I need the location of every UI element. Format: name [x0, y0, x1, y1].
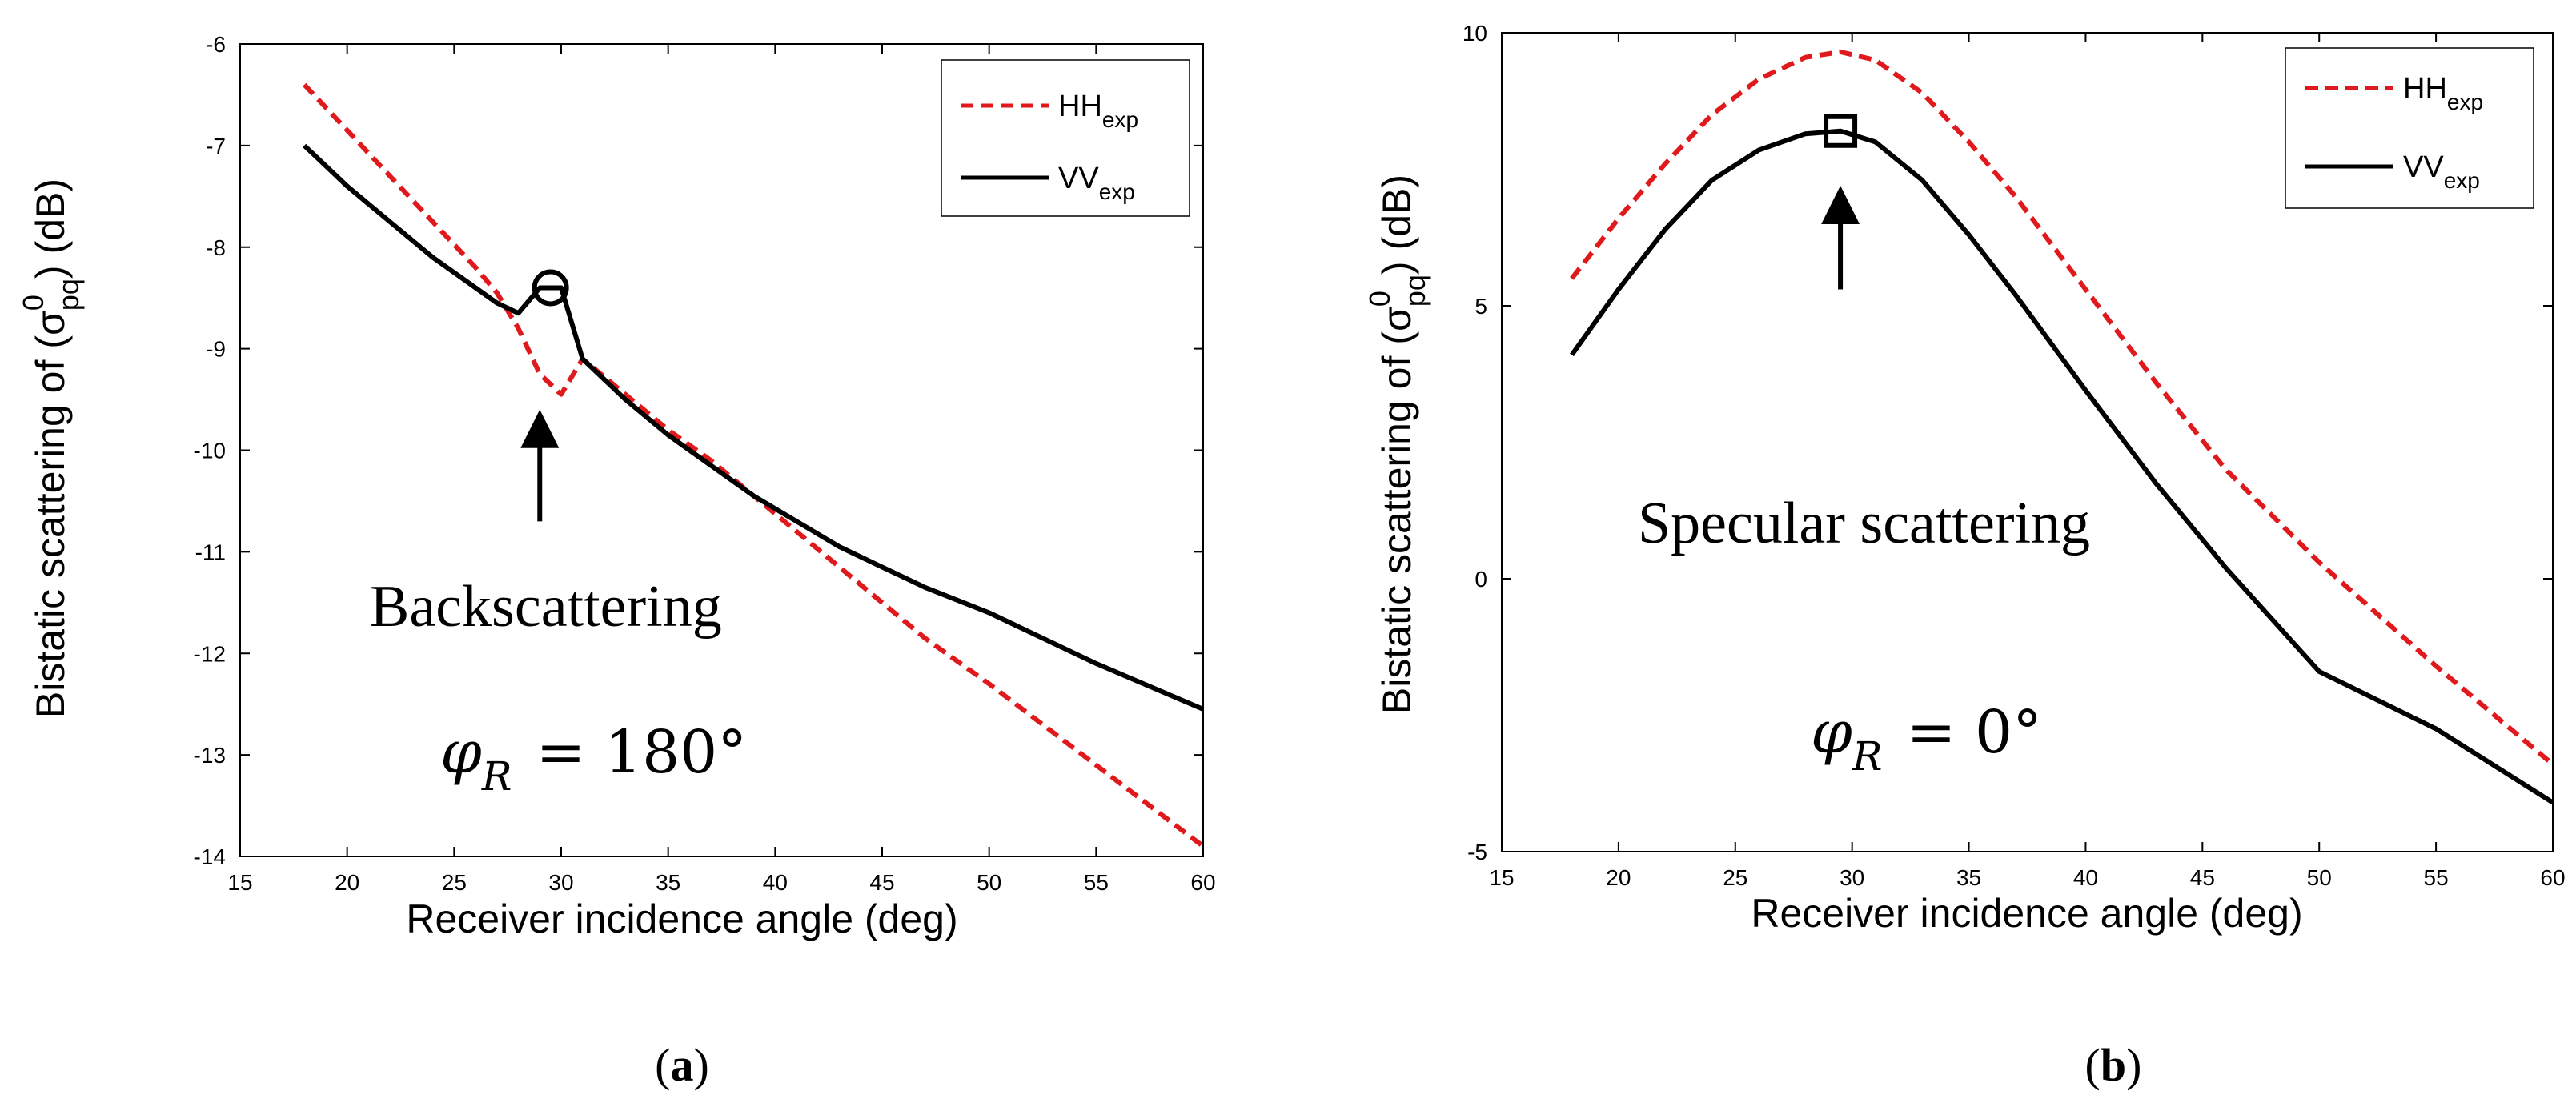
panel-b-x-tick-label: 55	[2424, 865, 2449, 890]
panel-b-y-ticks: -5 0 5 10	[1463, 21, 2553, 864]
panel-a-x-axis-label: Receiver incidence angle (deg)	[406, 896, 957, 941]
panel-a-x-tick-label: 50	[977, 870, 1001, 895]
panel-b-series-vv	[1570, 128, 2554, 805]
panel-a-label: (a)	[655, 1039, 709, 1091]
panel-b-x-tick-label: 40	[2073, 865, 2098, 890]
panel-b-x-tick-label: 25	[1723, 865, 1747, 890]
panel-b-x-tick-label: 60	[2540, 865, 2565, 890]
panel-b-y-tick-label: 5	[1475, 294, 1487, 319]
panel-a-series-vv	[303, 143, 1205, 712]
panel-b-arrow-head	[1821, 185, 1860, 224]
panel-a-y-tick-label: -9	[206, 337, 226, 362]
panel-a-y-tick-label: -10	[194, 439, 226, 463]
panel-b-x-axis-label: Receiver incidence angle (deg)	[1751, 891, 2302, 936]
panel-a-y-axis-label: Bistatic scattering of(σ0pq)(dB)	[17, 178, 85, 718]
panel-a-legend-hh-label: HHexp	[1058, 90, 1138, 132]
panel-a-x-tick-label: 20	[335, 870, 359, 895]
panel-a-angle-equation: φR = 180°	[440, 718, 747, 800]
panel-b-legend-hh-label: HHexp	[2403, 72, 2483, 114]
panel-a-x-tick-label: 55	[1084, 870, 1109, 895]
panel-a-y-tick-label: -7	[206, 134, 226, 158]
panel-b-legend: HHexp VVexp	[2285, 47, 2534, 209]
panel-b-x-tick-label: 15	[1489, 865, 1514, 890]
panel-a-annotation-backscattering: Backscattering	[370, 574, 722, 640]
panel-b-x-ticks: 15 20 25 30 35 40 45 50 55 60	[1489, 33, 2566, 890]
panel-b-chart: -5 0 5 10 15 20 25 30 35 40 45 50 55 60 Specular sca…	[1363, 21, 2566, 1091]
panel-a-legend-box	[941, 59, 1190, 217]
panel-a-y-tick-label: -11	[195, 539, 226, 564]
panel-b-x-tick-label: 30	[1840, 865, 1864, 890]
panel-a-x-tick-label: 35	[656, 870, 680, 895]
panel-a-x-tick-label: 25	[442, 870, 467, 895]
panel-b-series	[1570, 49, 2554, 805]
panel-b-label: (b)	[2085, 1039, 2142, 1091]
panel-a-y-tick-label: -8	[206, 235, 226, 260]
panel-a-x-tick-label: 30	[548, 870, 573, 895]
panel-a-x-tick-label: 40	[763, 870, 788, 895]
panel-a-x-ticks: 15 20 25 30 35 40 45 50 55 60	[227, 44, 1216, 895]
panel-a-y-ticks: -14 -13 -12 -11 -10 -9 -8 -7 -6	[194, 32, 1203, 869]
panel-a-legend: HHexp VVexp	[941, 59, 1190, 217]
panel-b-x-tick-label: 20	[1606, 865, 1631, 890]
panel-b-y-tick-label: 0	[1475, 567, 1487, 592]
panel-a-chart: -14 -13 -12 -11 -10 -9 -8 -7 -6 15 20 25 30 35 40 45 50…	[17, 32, 1216, 1091]
panel-a-x-tick-label: 45	[869, 870, 894, 895]
panel-a-x-tick-label: 15	[227, 870, 252, 895]
panel-a-series-hh	[303, 82, 1205, 848]
panel-b-legend-box	[2285, 47, 2534, 209]
panel-b-legend-vv-label: VVexp	[2403, 150, 2480, 193]
panel-b-y-tick-label: -5	[1467, 840, 1487, 864]
panel-a-legend-vv-label: VVexp	[1058, 162, 1135, 204]
panel-b-annotation-specular: Specular scattering	[1638, 491, 2090, 556]
panel-a-backscatter-marker	[532, 269, 569, 307]
panel-b-x-tick-label: 35	[1956, 865, 1981, 890]
panel-b-y-tick-label: 10	[1463, 21, 1487, 46]
panel-a-y-tick-label: -6	[206, 32, 226, 57]
panel-a-series	[303, 82, 1205, 848]
panel-b-y-axis-label: Bistatic scattering of(σ0pq)(dB)	[1363, 174, 1431, 714]
panel-a-y-tick-label: -13	[194, 743, 226, 768]
panel-b-x-tick-label: 45	[2190, 865, 2215, 890]
panel-a-x-tick-label: 60	[1190, 870, 1215, 895]
panel-a-arrow-head	[520, 409, 560, 448]
panel-a-y-tick-label: -12	[194, 641, 226, 666]
panel-a-y-tick-label: -14	[194, 844, 226, 869]
panel-b-series-hh	[1570, 49, 2554, 767]
panel-b-angle-equation: φR = 0°	[1811, 698, 2042, 780]
panel-b-specular-marker	[1824, 114, 1858, 148]
panel-b-x-tick-label: 50	[2307, 865, 2332, 890]
